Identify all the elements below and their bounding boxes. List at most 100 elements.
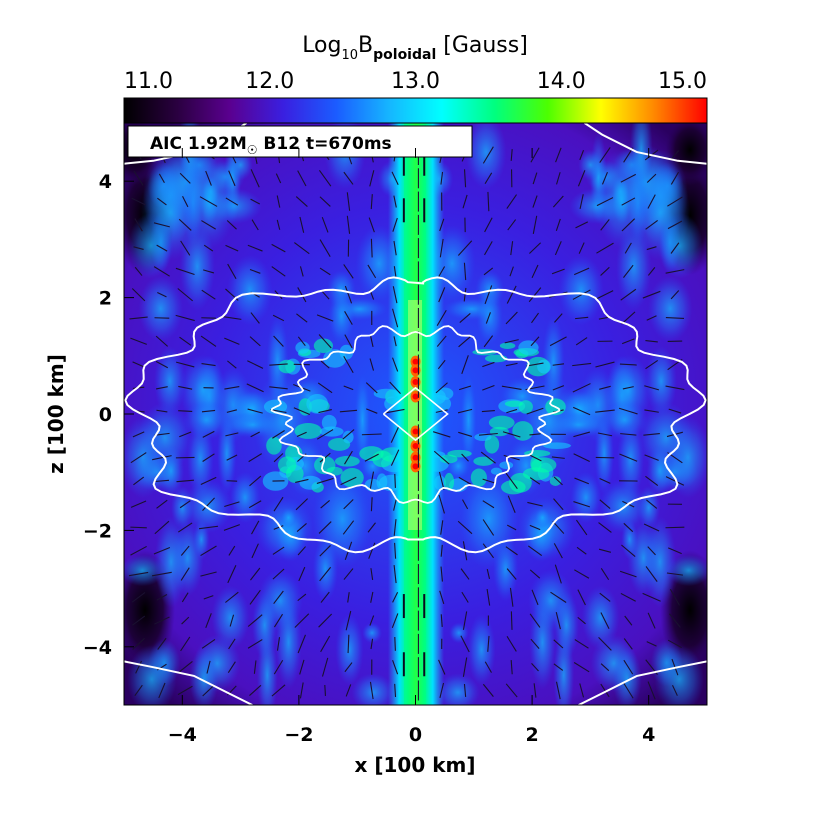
field-structure bbox=[657, 212, 703, 279]
field-vector bbox=[600, 663, 610, 672]
field-structure bbox=[128, 212, 174, 279]
field-structure bbox=[518, 340, 539, 356]
field-vector bbox=[299, 682, 304, 699]
field-vector bbox=[510, 611, 513, 630]
field-vector bbox=[369, 170, 375, 187]
field-vector bbox=[179, 500, 191, 509]
field-vector bbox=[318, 613, 333, 628]
field-structure bbox=[127, 645, 177, 705]
field-vector bbox=[461, 355, 469, 374]
field-vector bbox=[645, 359, 659, 370]
field-vector bbox=[482, 683, 494, 697]
field-vector bbox=[555, 147, 562, 163]
field-vector bbox=[222, 316, 242, 320]
field-vector bbox=[505, 362, 518, 367]
field-vector bbox=[439, 238, 444, 258]
field-vector bbox=[316, 429, 334, 440]
field-vector bbox=[643, 432, 660, 436]
field-vector bbox=[435, 382, 448, 394]
core-spot-center bbox=[412, 454, 419, 461]
field-vector bbox=[253, 660, 257, 674]
field-vector bbox=[299, 216, 305, 233]
field-vector bbox=[250, 169, 260, 188]
field-vector bbox=[295, 498, 309, 511]
field-vector bbox=[199, 196, 218, 207]
field-vector bbox=[200, 571, 217, 577]
field-vector bbox=[346, 215, 351, 234]
field-vector bbox=[393, 565, 397, 584]
field-vector bbox=[342, 520, 355, 535]
field-vector bbox=[320, 591, 330, 603]
field-vector bbox=[575, 316, 589, 320]
field-vector bbox=[506, 285, 517, 304]
field-vector bbox=[180, 545, 190, 556]
field-vector bbox=[577, 170, 586, 187]
field-vector bbox=[132, 361, 145, 368]
field-vector bbox=[670, 290, 680, 300]
field-vector bbox=[646, 499, 658, 509]
field-structure bbox=[470, 468, 487, 487]
field-vector bbox=[175, 267, 195, 276]
field-vector bbox=[622, 386, 634, 390]
field-vector bbox=[463, 287, 467, 302]
field-vector bbox=[205, 613, 212, 629]
field-vector bbox=[297, 593, 307, 602]
field-vector bbox=[200, 335, 217, 347]
field-vector bbox=[175, 314, 195, 322]
field-vector bbox=[299, 659, 305, 675]
field-structure bbox=[490, 467, 503, 475]
field-vector bbox=[645, 566, 658, 582]
field-structure bbox=[537, 359, 551, 374]
field-vector bbox=[273, 659, 284, 675]
field-vector bbox=[527, 545, 543, 557]
field-vector bbox=[130, 526, 147, 529]
field-structure bbox=[499, 342, 516, 349]
field-vector bbox=[369, 358, 375, 371]
field-vector bbox=[320, 635, 331, 653]
field-vector bbox=[505, 311, 518, 325]
field-vector bbox=[158, 173, 165, 183]
field-structure bbox=[313, 338, 334, 354]
field-vector bbox=[461, 591, 469, 603]
field-vector bbox=[482, 543, 494, 559]
field-vector bbox=[344, 285, 353, 304]
field-vector bbox=[482, 384, 495, 391]
field-vector bbox=[460, 635, 470, 653]
field-vector bbox=[202, 497, 215, 511]
field-vector bbox=[365, 382, 378, 394]
field-vector bbox=[552, 363, 565, 366]
field-vector bbox=[553, 498, 564, 511]
field-vector bbox=[392, 592, 399, 603]
field-vector bbox=[276, 219, 281, 230]
field-vector bbox=[390, 425, 400, 443]
field-vector bbox=[599, 592, 611, 602]
field-vector bbox=[510, 660, 513, 675]
field-vector bbox=[129, 316, 148, 320]
field-vector bbox=[343, 171, 354, 185]
field-vector bbox=[482, 146, 494, 164]
field-vector bbox=[392, 357, 399, 372]
field-structure bbox=[252, 590, 278, 660]
field-vector bbox=[553, 543, 563, 559]
field-vector bbox=[316, 477, 334, 484]
field-vector bbox=[132, 431, 145, 438]
field-vector bbox=[620, 433, 637, 436]
field-structure bbox=[362, 622, 382, 644]
field-vector bbox=[505, 546, 518, 556]
field-vector bbox=[393, 519, 397, 536]
field-vector bbox=[620, 288, 637, 301]
colorbar bbox=[123, 97, 708, 124]
x-tick-label: −2 bbox=[284, 724, 313, 746]
field-structure bbox=[277, 456, 297, 474]
field-vector bbox=[200, 476, 217, 486]
field-vector bbox=[665, 476, 685, 486]
field-vector bbox=[572, 406, 591, 416]
field-vector bbox=[459, 313, 471, 323]
field-vector bbox=[595, 361, 615, 368]
field-vector bbox=[645, 475, 659, 486]
field-vector bbox=[462, 499, 469, 510]
field-vector bbox=[151, 571, 172, 577]
field-structure bbox=[328, 288, 355, 345]
field-vector bbox=[180, 567, 190, 581]
